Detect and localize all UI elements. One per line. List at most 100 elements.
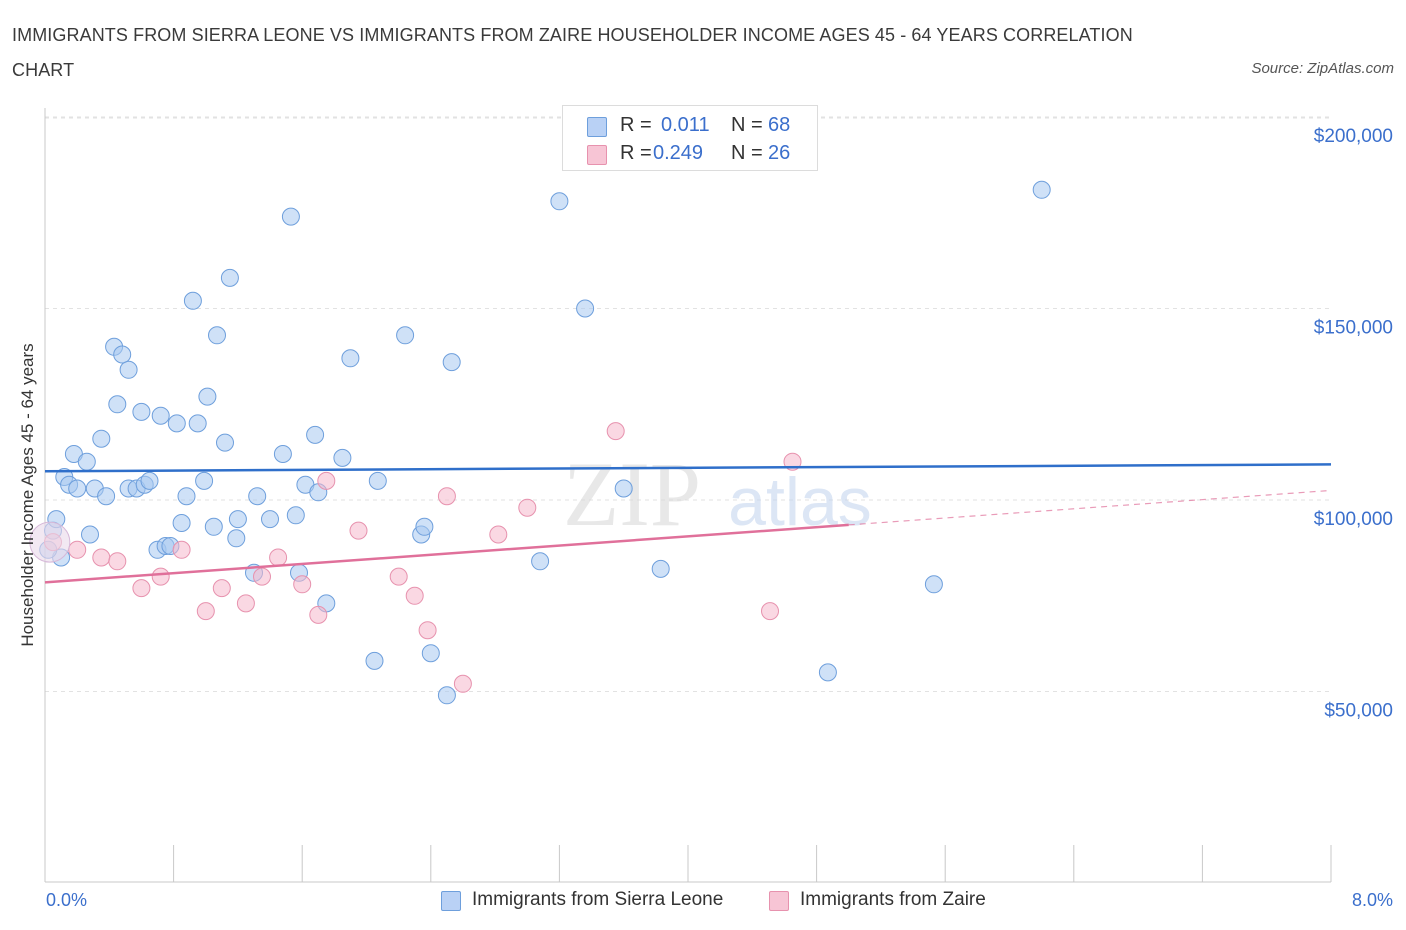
point-sierra-leone: [396, 326, 415, 345]
point-sierra-leone: [576, 299, 595, 318]
x-tick-left: 0.0%: [46, 890, 88, 910]
point-zaire: [253, 567, 271, 586]
point-sierra-leone: [92, 429, 111, 448]
point-sierra-leone: [140, 471, 159, 490]
legend-label: Immigrants from Sierra Leone: [472, 889, 724, 910]
trend-line-zaire: [44, 523, 849, 584]
point-zaire: [518, 498, 537, 517]
source-label: Source: ZipAtlas.com: [1251, 60, 1394, 77]
point-zaire: [309, 605, 328, 624]
y-tick-label: $50,000: [1324, 701, 1393, 722]
point-zaire: [349, 521, 368, 540]
point-sierra-leone: [97, 487, 116, 506]
legend-label: Immigrants from Zaire: [800, 889, 986, 910]
point-sierra-leone: [614, 479, 633, 498]
legend-swatch-sierra-leone: [441, 891, 461, 911]
point-zaire: [317, 471, 336, 490]
point-zaire: [405, 586, 424, 605]
y-tick-labels: $200,000 $150,000 $100,000 $50,000: [1314, 126, 1393, 722]
point-zaire: [92, 548, 111, 567]
point-zaire: [172, 540, 191, 559]
point-sierra-leone: [77, 452, 96, 471]
point-sierra-leone: [273, 445, 292, 463]
point-zaire: [437, 487, 456, 506]
point-zaire: [293, 575, 312, 594]
point-sierra-leone: [286, 506, 305, 525]
r-label: R =: [620, 142, 652, 164]
point-zaire: [489, 525, 508, 544]
point-zaire: [453, 674, 472, 693]
legend-swatch-zaire: [769, 891, 789, 911]
point-sierra-leone: [208, 326, 226, 345]
point-sierra-leone: [248, 487, 267, 506]
point-sierra-leone: [227, 529, 246, 548]
point-sierra-leone: [167, 414, 186, 433]
n-label: N =: [731, 114, 763, 136]
point-sierra-leone: [437, 686, 456, 705]
point-cluster: [29, 521, 71, 563]
chart-title: IMMIGRANTS FROM SIERRA LEONE VS IMMIGRAN…: [12, 25, 1133, 80]
y-tick-label: $200,000: [1314, 126, 1393, 147]
point-sierra-leone: [216, 433, 234, 452]
point-sierra-leone: [204, 517, 223, 536]
point-sierra-leone: [550, 192, 569, 211]
point-sierra-leone: [818, 663, 837, 682]
y-tick-label: $100,000: [1314, 509, 1393, 530]
point-sierra-leone: [531, 552, 550, 571]
point-zaire: [783, 452, 802, 471]
n-value: 26: [768, 142, 791, 164]
r-value: 0.249: [653, 142, 704, 164]
watermark: ZIP atlas: [563, 443, 872, 545]
y-tick-label: $150,000: [1314, 318, 1393, 339]
point-zaire: [151, 567, 170, 586]
point-sierra-leone: [341, 349, 360, 368]
point-sierra-leone: [651, 559, 670, 578]
point-sierra-leone: [228, 510, 247, 529]
point-sierra-leone: [151, 406, 170, 425]
point-zaire: [761, 602, 779, 621]
stats-box: R = 0.011 N = 68 R = 0.249 N = 26: [562, 105, 818, 171]
point-sierra-leone: [188, 414, 207, 433]
axes: [44, 108, 1332, 883]
point-zaire: [108, 552, 127, 571]
point-sierra-leone: [119, 360, 138, 379]
point-sierra-leone: [281, 207, 300, 226]
point-sierra-leone: [108, 395, 127, 414]
point-sierra-leone: [1032, 180, 1051, 199]
y-axis-label: Householder Income Ages 45 - 64 years: [18, 343, 37, 647]
point-sierra-leone: [421, 644, 440, 663]
point-sierra-leone: [195, 471, 214, 490]
point-sierra-leone: [183, 291, 202, 310]
n-value: 68: [768, 114, 791, 136]
point-sierra-leone: [365, 651, 384, 670]
point-sierra-leone: [306, 425, 325, 444]
point-zaire: [269, 548, 288, 567]
point-sierra-leone: [415, 517, 434, 536]
point-zaire: [196, 602, 215, 621]
n-label: N =: [731, 142, 763, 164]
point-sierra-leone: [220, 268, 239, 287]
point-zaire: [606, 422, 625, 441]
point-sierra-leone: [198, 387, 217, 406]
point-sierra-leone: [368, 471, 387, 490]
point-sierra-leone: [113, 345, 132, 364]
trend-lines: [44, 463, 1332, 584]
point-sierra-leone: [132, 402, 151, 421]
point-zaire: [236, 594, 255, 613]
point-sierra-leone: [333, 448, 352, 467]
point-zaire: [68, 540, 87, 559]
point-sierra-leone: [177, 487, 196, 506]
point-sierra-leone: [172, 514, 191, 532]
watermark-zip: ZIP: [563, 443, 701, 545]
trend-line-sierra-leone: [44, 463, 1332, 473]
stats-swatch-zaire: [587, 145, 607, 165]
point-zaire: [389, 567, 408, 586]
point-zaire: [212, 579, 231, 598]
stats-swatch-sierra-leone: [587, 117, 607, 137]
point-zaire: [418, 621, 437, 640]
point-sierra-leone: [81, 525, 99, 544]
point-sierra-leone: [261, 510, 279, 529]
point-sierra-leone: [68, 479, 87, 498]
x-tick-right: 8.0%: [1351, 890, 1393, 910]
trend-line-zaire-extension: [848, 489, 1332, 526]
